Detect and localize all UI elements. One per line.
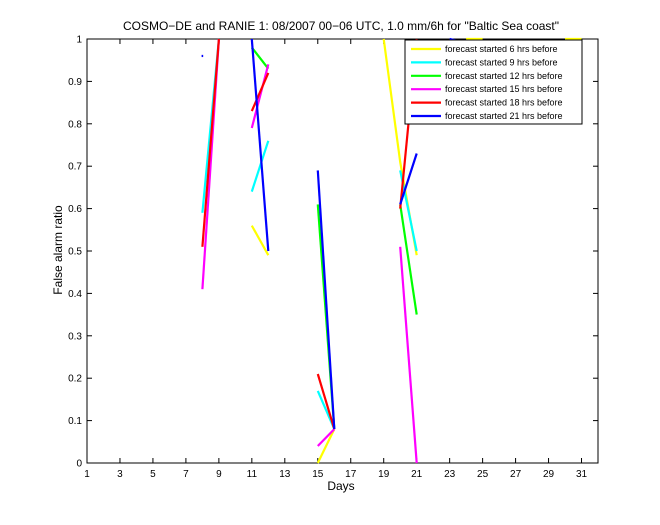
series-line (250, 225, 270, 256)
y-axis-label: False alarm ratio (51, 205, 65, 295)
x-tick-label: 5 (150, 469, 156, 480)
x-tick-label: 9 (216, 469, 222, 480)
series-line (250, 38, 270, 252)
y-axis: 0 0.1 0.2 0.3 0.4 0.5 0.6 0.7 0.8 0.9 1 (68, 35, 598, 470)
y-tick-label: 0.1 (68, 416, 82, 427)
series-line (250, 140, 270, 192)
legend-entry: forecast started 9 hrs before (445, 57, 558, 67)
y-tick-label: 0.9 (68, 77, 82, 88)
series-line (399, 246, 418, 464)
x-tick-label: 17 (345, 469, 357, 480)
x-tick-label: 31 (576, 469, 588, 480)
series-line (250, 72, 270, 112)
series-line (250, 64, 270, 129)
series-line (316, 373, 336, 430)
y-tick-label: 0.6 (68, 204, 82, 215)
x-tick-label: 25 (477, 469, 489, 480)
x-tick-label: 1 (84, 469, 90, 480)
y-tick-label: 0.4 (68, 289, 82, 300)
y-tick-label: 0.5 (68, 247, 82, 258)
x-tick-label: 27 (510, 469, 522, 480)
x-axis: 1 3 5 7 9 11 13 15 17 19 21 23 25 27 29 31 (84, 39, 588, 480)
legend-box (404, 39, 583, 125)
series-line (399, 204, 418, 315)
series-line (316, 428, 336, 464)
legend-entry: forecast started 12 hrs before (445, 71, 563, 81)
legend-entry: forecast started 18 hrs before (445, 98, 563, 108)
chart-title: COSMO−DE and RANIE 1: 08/2007 00−06 UTC,… (123, 19, 559, 33)
legend-entry: forecast started 21 hrs before (445, 111, 563, 121)
legend: forecast started 6 hrs before forecast st… (404, 39, 583, 125)
x-tick-label: 7 (183, 469, 189, 480)
x-tick-label: 11 (247, 469, 258, 480)
y-tick-label: 0.8 (68, 119, 82, 130)
y-tick-label: 0 (76, 459, 82, 470)
legend-entry: forecast started 15 hrs before (445, 84, 563, 94)
x-tick-label: 3 (117, 469, 123, 480)
legend-entry: forecast started 6 hrs before (445, 44, 558, 54)
series-line (399, 153, 418, 205)
y-tick-label: 0.2 (68, 374, 82, 385)
y-tick-label: 1 (76, 35, 82, 46)
y-tick-label: 0.3 (68, 331, 82, 342)
x-tick-label: 29 (543, 469, 555, 480)
x-tick-label: 19 (378, 469, 390, 480)
x-axis-label: Days (327, 479, 354, 493)
y-tick-label: 0.7 (68, 162, 82, 173)
x-tick-label: 15 (312, 469, 324, 480)
x-tick-label: 21 (411, 469, 423, 480)
x-tick-label: 13 (279, 469, 291, 480)
x-tick-label: 23 (444, 469, 456, 480)
series-line (316, 170, 336, 430)
series-line (250, 46, 270, 70)
series-line (201, 38, 220, 247)
series-line (317, 428, 336, 447)
